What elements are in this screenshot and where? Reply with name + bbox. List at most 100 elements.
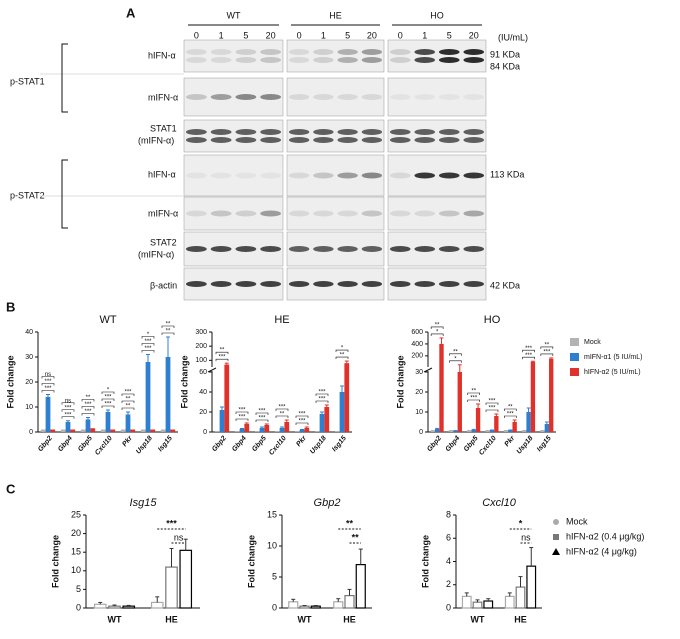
sig-bracket xyxy=(485,409,499,412)
band xyxy=(210,57,232,63)
band xyxy=(337,210,358,217)
band xyxy=(260,57,282,63)
band xyxy=(210,49,232,55)
x-tick-label: Isg15 xyxy=(331,435,348,453)
band xyxy=(235,172,257,179)
sig-bracket xyxy=(449,360,462,363)
y-tick-label: 30 xyxy=(25,354,33,361)
bar xyxy=(453,431,458,432)
bar xyxy=(304,428,310,432)
bar xyxy=(344,363,350,432)
y-tick-label: 15 xyxy=(71,547,81,557)
sig-bracket xyxy=(295,415,309,418)
band xyxy=(313,49,334,55)
bar xyxy=(526,565,537,609)
band xyxy=(235,129,257,135)
band xyxy=(414,57,436,63)
y-tick-label: 20 xyxy=(415,389,423,396)
sig-bracket xyxy=(522,356,535,360)
band xyxy=(361,94,383,100)
band xyxy=(210,172,232,179)
band xyxy=(389,129,411,135)
band xyxy=(389,137,411,143)
y-tick-label: 5 xyxy=(272,571,277,581)
band xyxy=(414,94,436,100)
bar xyxy=(125,414,131,432)
sig-label: *** xyxy=(84,402,92,408)
bar xyxy=(515,586,526,609)
sig-label: * xyxy=(147,332,150,338)
band xyxy=(185,137,207,143)
sig-label: * xyxy=(436,330,439,336)
axis-break xyxy=(207,367,217,373)
x-tick-label: Pkr xyxy=(295,434,308,448)
bar xyxy=(333,601,344,609)
band xyxy=(288,246,310,252)
band xyxy=(288,57,310,63)
y-tick-label: 60 xyxy=(199,369,207,376)
band xyxy=(210,129,232,135)
size-label: 91 KDa xyxy=(490,49,520,59)
sig-label: ** xyxy=(471,389,476,395)
dose-label: 5 xyxy=(243,30,248,40)
legend-label: Mock xyxy=(584,339,601,346)
sig-bracket xyxy=(467,399,481,402)
dose-label: 0 xyxy=(194,30,199,40)
band xyxy=(313,94,334,100)
sig-label: *** xyxy=(84,409,92,415)
y-tick-label: 20 xyxy=(71,528,81,538)
band xyxy=(463,137,485,143)
band xyxy=(337,137,358,143)
band xyxy=(361,49,383,55)
y-tick-label: 0 xyxy=(446,602,451,612)
y-tick-label: 30 xyxy=(415,369,423,376)
legend-label: hIFN-α2 (0.4 μg/kg) xyxy=(566,531,644,541)
band xyxy=(210,137,232,143)
y-tick-label: 10 xyxy=(415,409,423,416)
sig-label: *** xyxy=(298,419,306,425)
x-tick-label: Pkr xyxy=(504,434,517,448)
blot xyxy=(387,39,487,73)
bar xyxy=(239,429,245,432)
band xyxy=(438,129,460,135)
band xyxy=(185,49,207,55)
bar xyxy=(319,414,325,432)
band xyxy=(463,49,485,55)
sig-bracket xyxy=(61,409,75,412)
y-tick-label: 40 xyxy=(199,389,207,396)
bar xyxy=(45,397,51,432)
sig-bracket xyxy=(449,353,462,356)
bar xyxy=(494,416,499,432)
bar xyxy=(284,422,290,432)
sig-bracket xyxy=(503,415,517,418)
sig-bracket xyxy=(161,332,175,335)
band xyxy=(389,49,411,55)
band xyxy=(414,210,436,217)
sig-bracket xyxy=(315,400,329,403)
bar xyxy=(299,605,310,609)
bar xyxy=(170,429,176,432)
band xyxy=(337,129,358,135)
legend-marker xyxy=(553,519,559,525)
sig-bracket xyxy=(235,418,249,421)
sig-label: ns xyxy=(521,532,531,542)
sig-label: *** xyxy=(258,416,266,422)
band xyxy=(438,49,460,55)
bar xyxy=(219,410,225,432)
x-tick-label: Gbp5 xyxy=(77,435,94,453)
legend-swatch xyxy=(570,368,579,376)
chart-title: HE xyxy=(274,314,289,326)
sig-bracket xyxy=(41,383,55,386)
sig-bracket xyxy=(522,349,535,353)
sig-bracket xyxy=(295,422,309,425)
bar xyxy=(544,424,550,432)
bar xyxy=(472,601,483,609)
bar xyxy=(439,343,444,432)
band xyxy=(389,281,411,287)
bar xyxy=(105,412,111,432)
x-tick-label: Usp18 xyxy=(309,435,328,456)
blot xyxy=(183,119,284,153)
sig-label: ** xyxy=(280,412,285,418)
y-tick-label: 10 xyxy=(71,565,81,575)
y-axis-label: Fold change xyxy=(395,355,405,408)
